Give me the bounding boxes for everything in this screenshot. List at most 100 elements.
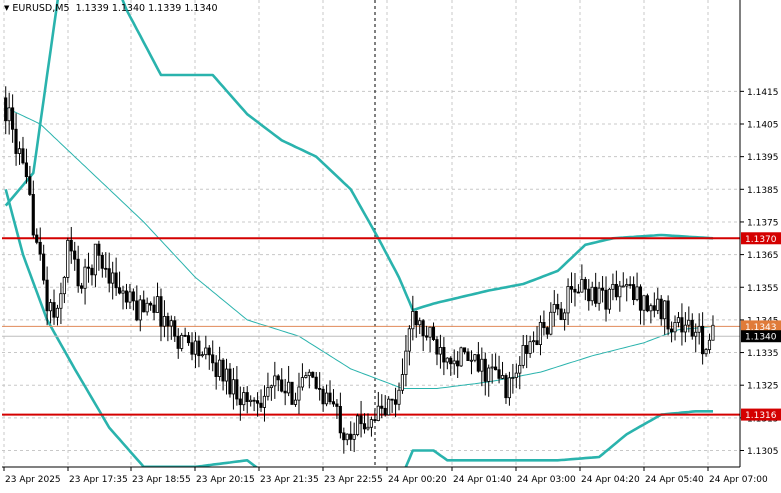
bollinger-lower-line <box>4 188 713 467</box>
candle-body <box>659 298 663 320</box>
candle-body <box>200 354 204 357</box>
candle-body <box>607 288 611 310</box>
time-tick-label: 24 Apr 04:20 <box>581 475 640 485</box>
candle-body <box>635 286 639 301</box>
candle-body <box>531 340 536 343</box>
candle-body <box>138 299 142 321</box>
bid-price-label-bg <box>741 320 781 333</box>
candle-body <box>242 392 246 406</box>
candle-body <box>663 300 667 320</box>
candle-body <box>421 320 425 337</box>
candle-body <box>645 295 649 312</box>
candle-body <box>580 279 584 293</box>
candle-body <box>190 342 194 355</box>
candle-body <box>7 107 11 122</box>
candle-body <box>376 405 380 421</box>
candle-body <box>466 351 470 361</box>
candle-body <box>280 379 284 392</box>
candle-body <box>563 312 567 320</box>
candle-body <box>100 254 104 269</box>
candle-body <box>500 375 505 379</box>
candle-body <box>197 340 201 357</box>
candle-body <box>345 433 349 441</box>
candle-body <box>59 293 63 309</box>
candle-body <box>42 253 46 281</box>
candle-body <box>559 308 563 320</box>
candle-body <box>124 290 128 303</box>
candle-body <box>594 286 598 304</box>
candle-body <box>45 279 49 312</box>
candle-body <box>10 107 15 130</box>
candle-body <box>173 320 177 337</box>
candle-body <box>487 367 491 382</box>
candle-body <box>538 321 542 345</box>
candle-body <box>569 286 574 290</box>
candle-body <box>217 359 222 377</box>
candle-body <box>166 316 170 327</box>
candle-body <box>611 283 615 290</box>
candle-body <box>155 296 160 313</box>
candle-body <box>628 284 632 286</box>
candle-body <box>676 317 680 323</box>
candle-body <box>293 399 298 405</box>
candle-body <box>704 349 708 355</box>
candle-body <box>393 399 398 405</box>
candle-body <box>428 326 432 338</box>
candle-body <box>542 321 546 329</box>
candle-body <box>621 285 625 288</box>
candle-body <box>666 300 670 330</box>
candle-body <box>193 340 197 355</box>
candle-body <box>73 250 77 260</box>
candle-body <box>411 311 415 330</box>
candle-body <box>318 387 322 390</box>
candle-body <box>566 286 570 314</box>
candle-body <box>307 371 311 377</box>
time-tick-label: 24 Apr 07:00 <box>709 475 768 485</box>
candle-body <box>545 327 549 335</box>
candle-body <box>711 324 715 341</box>
candle-body <box>238 398 242 406</box>
candle-body <box>266 387 270 397</box>
candle-body <box>514 372 518 378</box>
candle-body <box>476 354 480 372</box>
candle-body <box>121 290 125 294</box>
candle-body <box>449 357 453 365</box>
candle-body <box>669 328 674 333</box>
candle-body <box>400 374 404 391</box>
candle-body <box>445 357 449 363</box>
candle-body <box>342 432 346 441</box>
candle-body <box>459 347 463 367</box>
candle-body <box>135 300 139 321</box>
time-tick-label: 24 Apr 05:40 <box>645 475 704 485</box>
candle-body <box>231 379 235 395</box>
candle-body <box>656 298 660 311</box>
time-tick-label: 24 Apr 01:40 <box>453 475 512 485</box>
candle-body <box>525 344 529 354</box>
candle-body <box>632 284 636 301</box>
candle-body <box>117 287 122 294</box>
candle-body <box>290 381 294 405</box>
horizontal-levels[interactable] <box>2 237 740 416</box>
candle-body <box>162 316 166 327</box>
candle-body <box>638 286 643 311</box>
candle-body <box>369 419 373 428</box>
candle-body <box>304 375 308 378</box>
triangle-down-icon[interactable]: ▼ <box>4 4 10 12</box>
candle-body <box>701 325 705 355</box>
candle-body <box>397 389 401 405</box>
candle-body <box>249 399 253 402</box>
candle-body <box>549 311 553 335</box>
candle-body <box>148 302 153 306</box>
candle-body <box>273 375 277 387</box>
candle-body <box>625 284 629 287</box>
candle-body <box>38 241 42 255</box>
candle-body <box>28 176 32 195</box>
candle-body <box>462 347 467 353</box>
candle-body <box>480 358 484 372</box>
candle-body <box>276 375 280 381</box>
candle-body <box>680 317 684 333</box>
time-tick-label: 23 Apr 17:35 <box>69 475 128 485</box>
current-price-label: 1.1340 <box>745 333 777 343</box>
